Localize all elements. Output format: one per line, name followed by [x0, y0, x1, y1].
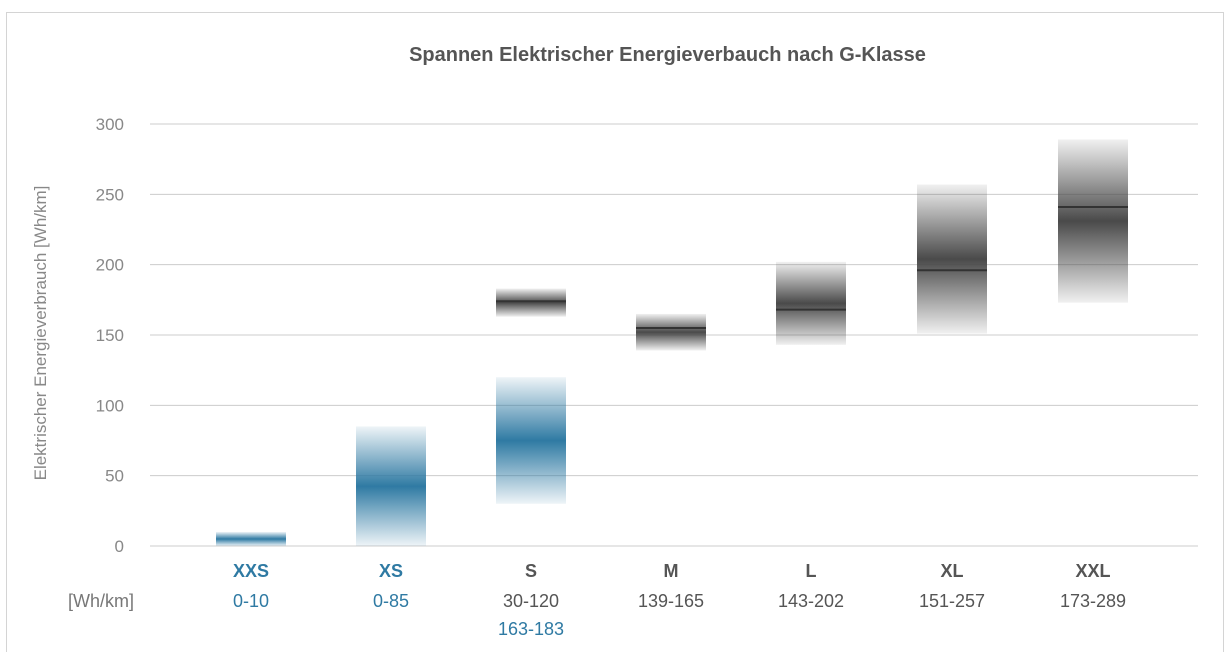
range-bar-xs-blue [356, 426, 426, 546]
range-label-l: 143-202 [778, 591, 844, 611]
chart-title: Spannen Elektrischer Energieverbauch nac… [409, 44, 926, 66]
y-tick-label: 0 [115, 537, 124, 556]
range-label-s: 30-120 [503, 591, 559, 611]
range-bar-l-gray [776, 261, 846, 345]
range-label-xxl: 173-289 [1060, 591, 1126, 611]
category-label-m: M [664, 561, 679, 581]
y-tick-label: 100 [96, 396, 124, 415]
category-label-s: S [525, 561, 537, 581]
category-label-xs: XS [379, 561, 403, 581]
unit-label: [Wh/km] [68, 591, 134, 611]
range-label-xxs: 0-10 [233, 591, 269, 611]
range-label-s: 163-183 [498, 619, 564, 639]
range-bar-xl-gray [917, 184, 987, 334]
category-label-xl: XL [940, 561, 963, 581]
range-label-xs: 0-85 [373, 591, 409, 611]
range-bar-xxl-gray [1058, 139, 1128, 303]
range-bar-s-gray [496, 288, 566, 317]
range-label-xl: 151-257 [919, 591, 985, 611]
category-label-l: L [806, 561, 817, 581]
y-axis-label: Elektrischer Energieverbrauch [Wh/km] [31, 186, 50, 481]
range-bar-m-gray [636, 313, 706, 351]
chart-frame [6, 12, 1224, 652]
range-bar-s-blue [496, 377, 566, 504]
y-tick-label: 50 [105, 467, 124, 486]
range-bar-xxs-blue [216, 531, 286, 546]
y-tick-label: 300 [96, 115, 124, 134]
category-label-xxl: XXL [1075, 561, 1110, 581]
range-label-m: 139-165 [638, 591, 704, 611]
y-tick-label: 150 [96, 326, 124, 345]
y-tick-label: 250 [96, 185, 124, 204]
y-tick-label: 200 [96, 256, 124, 275]
category-label-xxs: XXS [233, 561, 269, 581]
